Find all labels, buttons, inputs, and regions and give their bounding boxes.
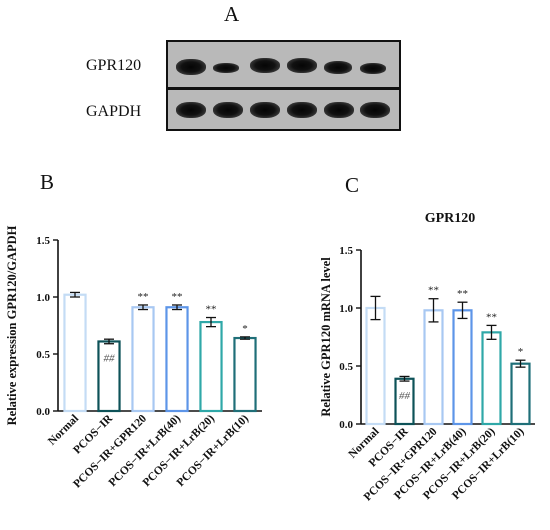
bar-c xyxy=(510,362,531,426)
bar-c xyxy=(452,309,473,426)
blot-band xyxy=(176,59,206,75)
blot-band xyxy=(213,63,239,73)
bar-b xyxy=(165,306,189,413)
y-axis-label-c: Relative GPR120 mRNA level xyxy=(319,257,333,417)
blot-band xyxy=(360,63,386,74)
bar-b xyxy=(233,336,257,413)
significance-label-c: ## xyxy=(399,390,411,402)
chart-title-c: GPR120 xyxy=(425,211,476,226)
significance-label-b: * xyxy=(242,323,248,335)
y-tick-label-b: 0.5 xyxy=(36,349,50,361)
blot-band xyxy=(176,102,206,118)
blot-band xyxy=(324,61,352,74)
significance-label-b: ## xyxy=(104,352,116,364)
panel-a-label: A xyxy=(224,2,240,26)
bar-b xyxy=(199,320,223,413)
y-axis-label-b: Relative expression GPR120/GAPDH xyxy=(5,225,19,425)
y-tick-label-c: 1.0 xyxy=(339,303,353,315)
y-tick-label-b: 1.0 xyxy=(36,292,50,304)
blot-band xyxy=(287,58,317,73)
panel-b-label: B xyxy=(40,170,55,194)
significance-label-c: ** xyxy=(457,288,468,300)
y-tick-label-b: 1.5 xyxy=(36,235,50,247)
significance-label-c: ** xyxy=(486,311,497,323)
bar-c xyxy=(423,309,444,426)
blot-band xyxy=(213,102,243,118)
blot-band xyxy=(287,102,317,118)
blot-row-gapdh xyxy=(166,88,401,131)
y-tick-label-b: 0.0 xyxy=(36,406,50,418)
blot-label-gapdh: GAPDH xyxy=(86,103,142,120)
significance-label-b: ** xyxy=(172,291,183,303)
bar-c xyxy=(481,331,502,426)
significance-label-c: ** xyxy=(428,285,439,297)
significance-label-b: ** xyxy=(206,304,217,316)
y-tick-label-c: 1.5 xyxy=(339,245,353,257)
significance-label-b: ** xyxy=(138,291,149,303)
panel-c-label: C xyxy=(345,173,360,197)
blot-band xyxy=(250,58,280,73)
blot-label-gpr120: GPR120 xyxy=(86,57,142,74)
bar-b xyxy=(131,306,155,413)
blot-band xyxy=(250,102,280,118)
blot-row-gpr120 xyxy=(166,40,401,89)
bar-b xyxy=(63,293,87,413)
significance-label-c: * xyxy=(518,346,524,358)
bar-c xyxy=(365,306,386,426)
blot-band xyxy=(360,102,390,118)
blot-band xyxy=(324,102,354,118)
y-tick-label-c: 0.0 xyxy=(339,419,353,431)
y-tick-label-c: 0.5 xyxy=(339,361,353,373)
